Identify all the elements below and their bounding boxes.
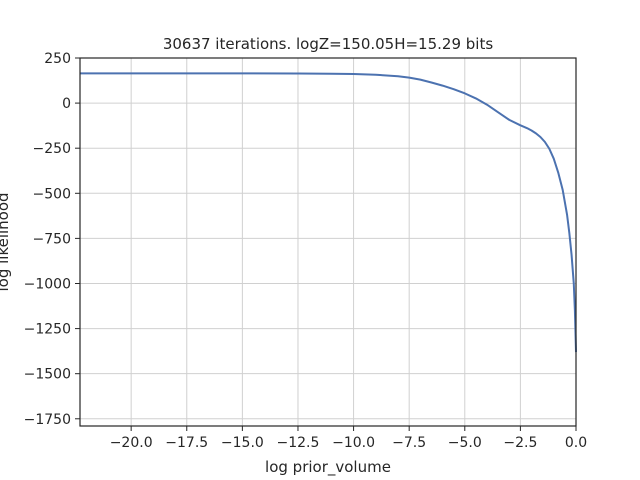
x-axis: −20.0 −17.5 −15.0 −12.5 −10.0 −7.5 −5.0 −2.5 0.0 xyxy=(110,426,587,451)
y-tick-label: 250 xyxy=(44,51,71,67)
x-tick-label: −2.5 xyxy=(503,435,537,451)
grid-lines xyxy=(80,57,577,426)
y-axis-title: log likelihood xyxy=(0,192,12,291)
x-tick-label: −7.5 xyxy=(392,435,426,451)
y-tick-label: −750 xyxy=(33,231,71,247)
series-layer xyxy=(80,72,577,353)
y-tick-label: −1250 xyxy=(24,322,71,338)
y-tick-label: −250 xyxy=(33,141,71,157)
x-tick-label: −15.0 xyxy=(221,435,264,451)
chart-title: 30637 iterations. logZ=150.05H=15.29 bit… xyxy=(163,35,494,53)
x-tick-label: −12.5 xyxy=(277,435,320,451)
x-tick-label: −20.0 xyxy=(110,435,153,451)
y-tick-label: −1750 xyxy=(24,412,71,428)
y-tick-label: −500 xyxy=(33,186,71,202)
x-tick-label: 0.0 xyxy=(565,435,587,451)
plot-frame xyxy=(79,57,577,427)
x-tick-label: −5.0 xyxy=(448,435,482,451)
y-axis: 250 0 −250 −500 −750 −1000 −1250 −1500 −1750 xyxy=(24,51,80,428)
x-axis-title: log prior_volume xyxy=(265,458,391,477)
y-tick-label: −1500 xyxy=(24,367,71,383)
series-line xyxy=(80,72,577,353)
y-tick-label: 0 xyxy=(62,96,71,112)
x-tick-label: −10.0 xyxy=(332,435,375,451)
x-tick-label: −17.5 xyxy=(165,435,208,451)
y-tick-label: −1000 xyxy=(24,276,71,292)
